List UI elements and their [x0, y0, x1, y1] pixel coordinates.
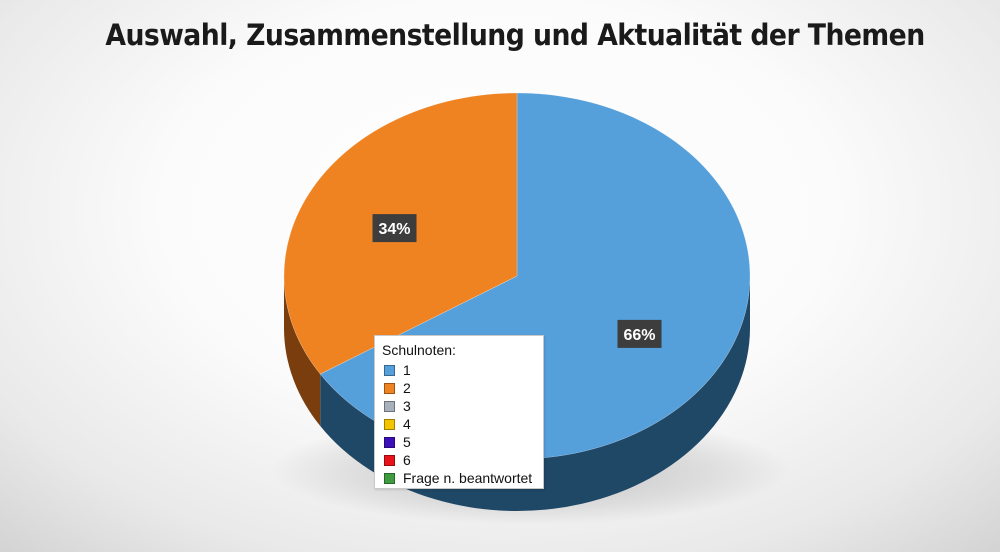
- legend-label: 5: [403, 434, 411, 450]
- legend-swatch: [384, 454, 395, 466]
- legend-label: 1: [403, 362, 411, 378]
- legend-item-4: 4: [382, 415, 537, 433]
- legend-item-6: 6: [382, 451, 537, 469]
- data-label-text: 66%: [623, 327, 655, 344]
- data-label-1: 66%: [617, 319, 662, 348]
- chart-title: Auswahl, Zusammenstellung und Aktualität…: [105, 18, 925, 52]
- legend-item-frage-n-beantwortet: Frage n. beantwortet: [382, 469, 537, 487]
- legend-item-3: 3: [382, 397, 537, 415]
- legend-swatch: [384, 436, 395, 448]
- legend-item-2: 2: [382, 379, 537, 397]
- legend-label: Frage n. beantwortet: [403, 470, 533, 486]
- legend-swatch: [384, 382, 395, 394]
- legend-swatch: [384, 472, 395, 484]
- legend-label: 6: [403, 452, 411, 468]
- legend-item-1: 1: [382, 361, 537, 379]
- data-label-2: 34%: [372, 214, 417, 243]
- legend-label: 2: [403, 380, 411, 396]
- legend-swatch: [384, 418, 395, 430]
- data-label-text: 34%: [378, 221, 410, 238]
- legend-title: Schulnoten:: [382, 342, 456, 358]
- legend-items: 1 2 3 4 5 6 Frage n. beantwortet: [382, 361, 537, 487]
- legend-swatch: [384, 364, 395, 376]
- legend-item-5: 5: [382, 433, 537, 451]
- legend-label: 3: [403, 398, 411, 414]
- legend-label: 4: [403, 416, 411, 432]
- legend: Schulnoten: 1 2 3 4 5 6 Frage n. beantwortet: [374, 335, 544, 489]
- pie-side-2: [284, 276, 321, 427]
- data-label-box: [372, 214, 417, 243]
- legend-swatch: [384, 400, 395, 412]
- data-label-box: [617, 319, 662, 348]
- pie-data-labels: 66% 34%: [372, 214, 662, 348]
